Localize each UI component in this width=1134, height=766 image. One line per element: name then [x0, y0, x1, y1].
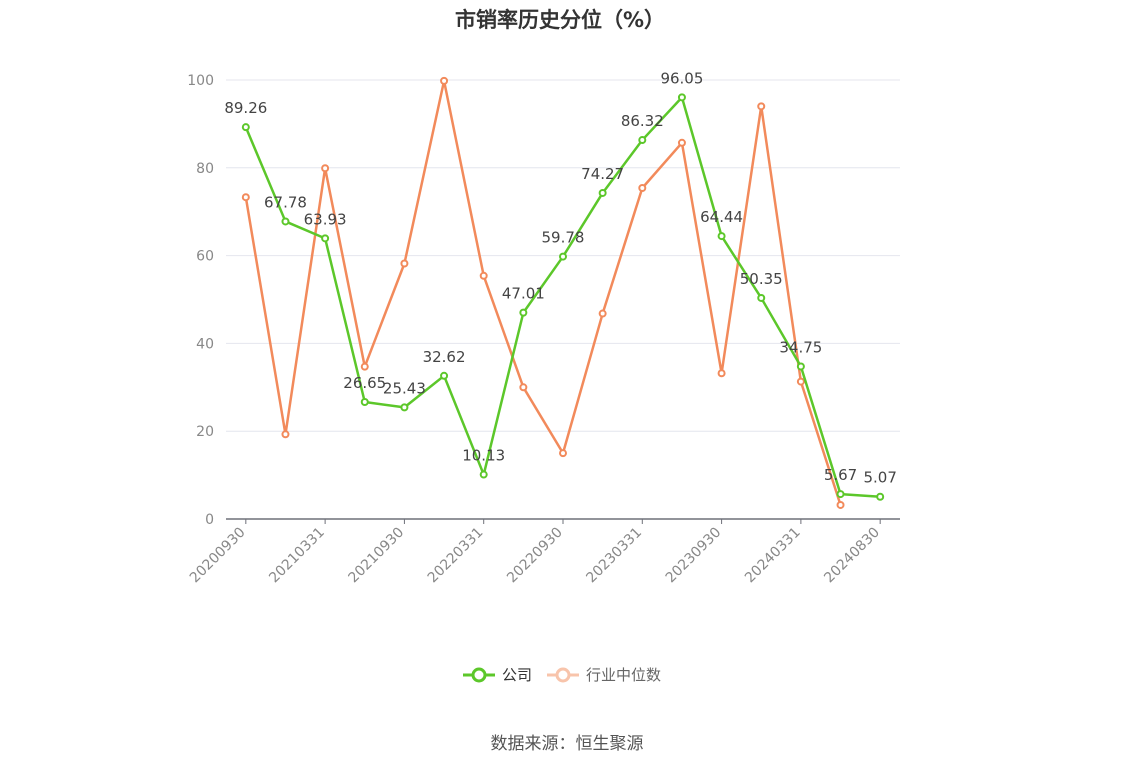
x-tick-label: 20230331: [583, 525, 645, 587]
legend-item-company[interactable]: 公司: [462, 664, 532, 685]
data-point-company: [717, 232, 726, 241]
y-tick-label: 80: [196, 161, 214, 177]
data-point-company: [479, 470, 488, 479]
data-point-company: [360, 398, 369, 407]
data-label: 34.75: [779, 338, 822, 356]
data-point-industry-median: [717, 369, 726, 378]
legend-label-industry-median: 行业中位数: [586, 666, 662, 684]
data-point-company: [241, 123, 250, 132]
legend: 公司 行业中位数: [462, 664, 675, 685]
data-point-industry-median: [836, 500, 845, 509]
legend-item-industry-median[interactable]: 行业中位数: [546, 664, 661, 685]
chart-title: 市销率历史分位（%）: [454, 8, 666, 32]
source-note: 数据来源：恒生聚源: [490, 734, 644, 754]
data-point-company: [598, 188, 607, 197]
data-label: 47.01: [502, 285, 545, 303]
x-tick-label: 20210331: [266, 525, 328, 587]
x-tick-label: 20240830: [821, 525, 883, 587]
x-tick-label: 20230930: [663, 525, 725, 587]
data-point-industry-median: [559, 449, 567, 458]
data-point-company: [400, 403, 409, 412]
data-point-industry-median: [519, 383, 528, 392]
data-label: 96.05: [660, 69, 703, 87]
x-tick-label: 20210930: [346, 525, 408, 587]
y-tick-label: 20: [196, 424, 214, 440]
data-point-company: [796, 362, 805, 371]
data-point-industry-median: [638, 183, 647, 192]
y-tick-label: 100: [187, 73, 214, 89]
x-tick-label: 20240331: [742, 525, 804, 587]
data-point-company: [836, 490, 845, 499]
data-label: 89.26: [224, 99, 267, 117]
x-tick-label: 20220331: [425, 525, 487, 587]
data-point-industry-median: [281, 430, 290, 439]
data-label: 63.93: [304, 210, 347, 228]
data-point-company: [559, 252, 567, 261]
x-tick-label: 20200930: [187, 525, 249, 587]
data-label: 26.65: [343, 374, 386, 392]
data-label: 5.67: [824, 466, 857, 484]
data-label: 50.35: [740, 270, 783, 288]
data-point-industry-median: [677, 138, 686, 147]
data-point-industry-median: [757, 102, 766, 111]
legend-label-company: 公司: [502, 666, 533, 684]
data-point-industry-median: [479, 271, 488, 280]
data-label: 5.07: [863, 469, 896, 487]
data-label: 59.78: [542, 229, 585, 247]
series-lines: [241, 76, 885, 509]
data-label: 25.43: [383, 379, 426, 397]
y-tick-label: 0: [205, 512, 214, 528]
data-label: 10.13: [462, 447, 505, 465]
y-tick-label: 60: [196, 249, 214, 265]
data-point-company: [876, 492, 885, 501]
data-point-industry-median: [400, 259, 409, 268]
data-point-company: [281, 217, 290, 226]
data-label: 67.78: [264, 193, 307, 211]
series-line-industry-median: [244, 79, 842, 506]
data-point-company: [440, 371, 449, 380]
x-tick-label: 20220930: [504, 525, 566, 587]
data-point-company: [638, 136, 647, 145]
data-point-company: [321, 234, 330, 243]
series-line-company: [244, 96, 881, 498]
y-tick-label: 40: [196, 336, 214, 352]
data-label: 86.32: [621, 112, 664, 130]
data-label: 32.62: [423, 348, 466, 366]
data-point-industry-median: [796, 377, 805, 386]
legend-industry-icon: [547, 667, 580, 682]
data-point-company: [677, 93, 686, 102]
data-point-industry-median: [360, 362, 369, 371]
data-point-industry-median: [321, 164, 330, 173]
data-point-industry-median: [598, 309, 607, 318]
data-label: 64.44: [700, 208, 743, 226]
legend-company-icon: [463, 667, 495, 682]
data-point-industry-median: [440, 76, 449, 85]
data-point-industry-median: [241, 193, 250, 202]
data-point-company: [519, 308, 528, 317]
data-point-company: [757, 293, 766, 302]
data-label: 74.27: [581, 165, 624, 183]
